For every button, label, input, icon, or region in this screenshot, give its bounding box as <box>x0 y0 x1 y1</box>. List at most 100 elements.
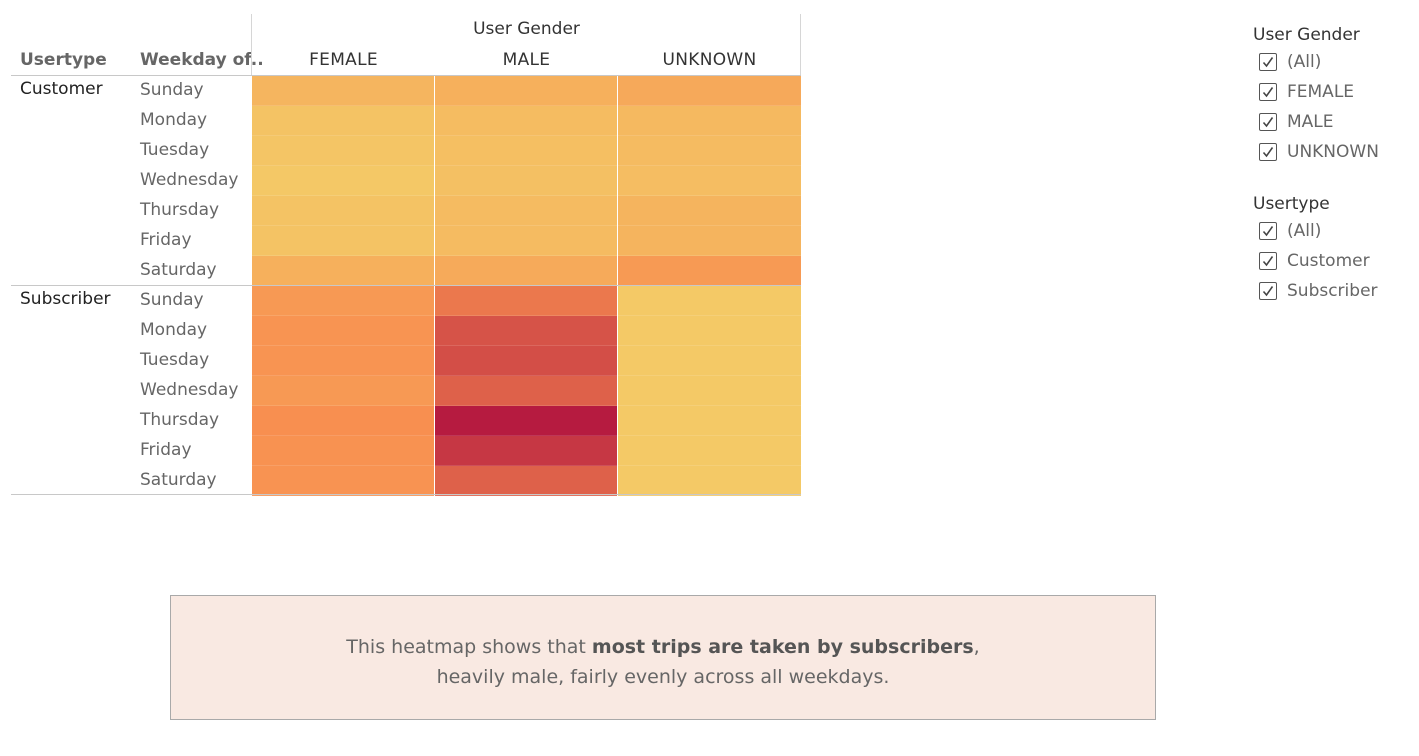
column-header-unknown[interactable]: UNKNOWN <box>662 50 757 70</box>
filter-option-all[interactable]: (All) <box>1259 47 1413 77</box>
header-left-divider <box>251 14 252 75</box>
header-bottom-divider <box>11 75 801 76</box>
heatmap-cell-subscriber-monday-male[interactable] <box>435 316 617 346</box>
heatmap-cell-subscriber-monday-female[interactable] <box>252 316 434 346</box>
heatmap-cell-customer-sunday-female[interactable] <box>252 76 434 106</box>
heatmap-cell-customer-wednesday-male[interactable] <box>435 166 617 196</box>
row-field-usertype-label[interactable]: Usertype <box>20 50 107 70</box>
heatmap-cell-customer-saturday-female[interactable] <box>252 256 434 286</box>
heatmap-cell-customer-tuesday-unknown[interactable] <box>618 136 801 166</box>
filter-option-label: Subscriber <box>1287 281 1378 301</box>
weekday-label: Saturday <box>140 260 217 280</box>
heatmap-cell-customer-sunday-male[interactable] <box>435 76 617 106</box>
heatmap-bottom-divider <box>11 494 801 495</box>
weekday-label: Friday <box>140 230 192 250</box>
heatmap: User Gender Usertype Weekday of.. FEMALE… <box>0 0 810 500</box>
filter-option-all[interactable]: (All) <box>1259 216 1413 246</box>
weekday-label: Tuesday <box>140 140 210 160</box>
heatmap-cell-customer-monday-unknown[interactable] <box>618 106 801 136</box>
caption-line-1: This heatmap shows that most trips are t… <box>171 632 1155 662</box>
heatmap-cell-subscriber-wednesday-male[interactable] <box>435 376 617 406</box>
checkbox-checked-icon[interactable] <box>1259 252 1277 270</box>
heatmap-cell-customer-friday-male[interactable] <box>435 226 617 256</box>
filter-option-label: (All) <box>1287 221 1322 241</box>
heatmap-cell-subscriber-sunday-unknown[interactable] <box>618 286 801 316</box>
heatmap-cell-subscriber-friday-male[interactable] <box>435 436 617 466</box>
weekday-label: Sunday <box>140 290 204 310</box>
heatmap-cells <box>0 0 810 500</box>
filter-option-label: Customer <box>1287 251 1370 271</box>
weekday-label: Monday <box>140 110 208 130</box>
usertype-group-divider <box>11 285 801 286</box>
filter-title: Usertype <box>1253 194 1330 214</box>
column-header-female[interactable]: FEMALE <box>309 50 378 70</box>
checkbox-checked-icon[interactable] <box>1259 53 1277 71</box>
checkbox-checked-icon[interactable] <box>1259 113 1277 131</box>
heatmap-cell-subscriber-tuesday-unknown[interactable] <box>618 346 801 376</box>
heatmap-cell-subscriber-saturday-female[interactable] <box>252 466 434 496</box>
heatmap-cell-subscriber-wednesday-unknown[interactable] <box>618 376 801 406</box>
heatmap-cell-customer-thursday-unknown[interactable] <box>618 196 801 226</box>
heatmap-cell-customer-saturday-male[interactable] <box>435 256 617 286</box>
heatmap-cell-customer-sunday-unknown[interactable] <box>618 76 801 106</box>
checkbox-checked-icon[interactable] <box>1259 222 1277 240</box>
weekday-label: Sunday <box>140 80 204 100</box>
filter-option-subscriber[interactable]: Subscriber <box>1259 276 1413 306</box>
heatmap-cell-customer-thursday-male[interactable] <box>435 196 617 226</box>
filter-option-male[interactable]: MALE <box>1259 107 1413 137</box>
filter-option-label: FEMALE <box>1287 82 1355 102</box>
weekday-label: Thursday <box>140 200 220 220</box>
heatmap-cell-customer-saturday-unknown[interactable] <box>618 256 801 286</box>
caption-emphasis: most trips are taken by subscribers <box>591 636 974 658</box>
heatmap-cell-subscriber-friday-unknown[interactable] <box>618 436 801 466</box>
heatmap-cell-subscriber-saturday-male[interactable] <box>435 466 617 496</box>
caption-box: This heatmap shows that most trips are t… <box>170 595 1156 720</box>
weekday-label: Wednesday <box>140 380 239 400</box>
weekday-label: Friday <box>140 440 192 460</box>
heatmap-cell-subscriber-tuesday-female[interactable] <box>252 346 434 376</box>
filter-user-gender: User Gender (All) FEMALE MALE UNKNOWN <box>1253 23 1413 167</box>
heatmap-cell-customer-tuesday-female[interactable] <box>252 136 434 166</box>
filter-option-label: (All) <box>1287 52 1322 72</box>
column-separator <box>434 76 435 496</box>
heatmap-cell-subscriber-sunday-male[interactable] <box>435 286 617 316</box>
filter-option-unknown[interactable]: UNKNOWN <box>1259 137 1413 167</box>
heatmap-cell-customer-monday-male[interactable] <box>435 106 617 136</box>
weekday-label: Saturday <box>140 470 217 490</box>
header-right-divider <box>800 14 801 75</box>
heatmap-cell-subscriber-friday-female[interactable] <box>252 436 434 466</box>
weekday-label: Tuesday <box>140 350 210 370</box>
weekday-label: Thursday <box>140 410 220 430</box>
filter-option-customer[interactable]: Customer <box>1259 246 1413 276</box>
heatmap-cell-subscriber-thursday-male[interactable] <box>435 406 617 436</box>
heatmap-cell-customer-monday-female[interactable] <box>252 106 434 136</box>
heatmap-cell-customer-friday-female[interactable] <box>252 226 434 256</box>
heatmap-cell-subscriber-thursday-female[interactable] <box>252 406 434 436</box>
column-header-male[interactable]: MALE <box>502 50 551 70</box>
checkbox-checked-icon[interactable] <box>1259 143 1277 161</box>
filter-option-label: UNKNOWN <box>1287 142 1379 162</box>
heatmap-cell-customer-thursday-female[interactable] <box>252 196 434 226</box>
heatmap-cell-subscriber-thursday-unknown[interactable] <box>618 406 801 436</box>
caption-line-2: heavily male, fairly evenly across all w… <box>436 666 890 688</box>
heatmap-cell-customer-tuesday-male[interactable] <box>435 136 617 166</box>
heatmap-cell-customer-friday-unknown[interactable] <box>618 226 801 256</box>
checkbox-checked-icon[interactable] <box>1259 282 1277 300</box>
checkbox-checked-icon[interactable] <box>1259 83 1277 101</box>
heatmap-cell-subscriber-wednesday-female[interactable] <box>252 376 434 406</box>
filter-title: User Gender <box>1253 25 1360 45</box>
heatmap-cell-subscriber-tuesday-male[interactable] <box>435 346 617 376</box>
heatmap-cell-subscriber-monday-unknown[interactable] <box>618 316 801 346</box>
caption-text: This heatmap shows that <box>346 636 592 658</box>
heatmap-cell-subscriber-sunday-female[interactable] <box>252 286 434 316</box>
column-separator <box>617 76 618 496</box>
heatmap-cell-customer-wednesday-unknown[interactable] <box>618 166 801 196</box>
heatmap-cell-customer-wednesday-female[interactable] <box>252 166 434 196</box>
weekday-label: Monday <box>140 320 208 340</box>
filter-option-female[interactable]: FEMALE <box>1259 77 1413 107</box>
heatmap-cell-subscriber-saturday-unknown[interactable] <box>618 466 801 496</box>
column-group-title: User Gender <box>473 19 580 39</box>
row-label-subscriber: Subscriber <box>20 289 111 309</box>
row-label-customer: Customer <box>20 79 103 99</box>
row-field-weekday-label[interactable]: Weekday of.. <box>140 50 264 70</box>
